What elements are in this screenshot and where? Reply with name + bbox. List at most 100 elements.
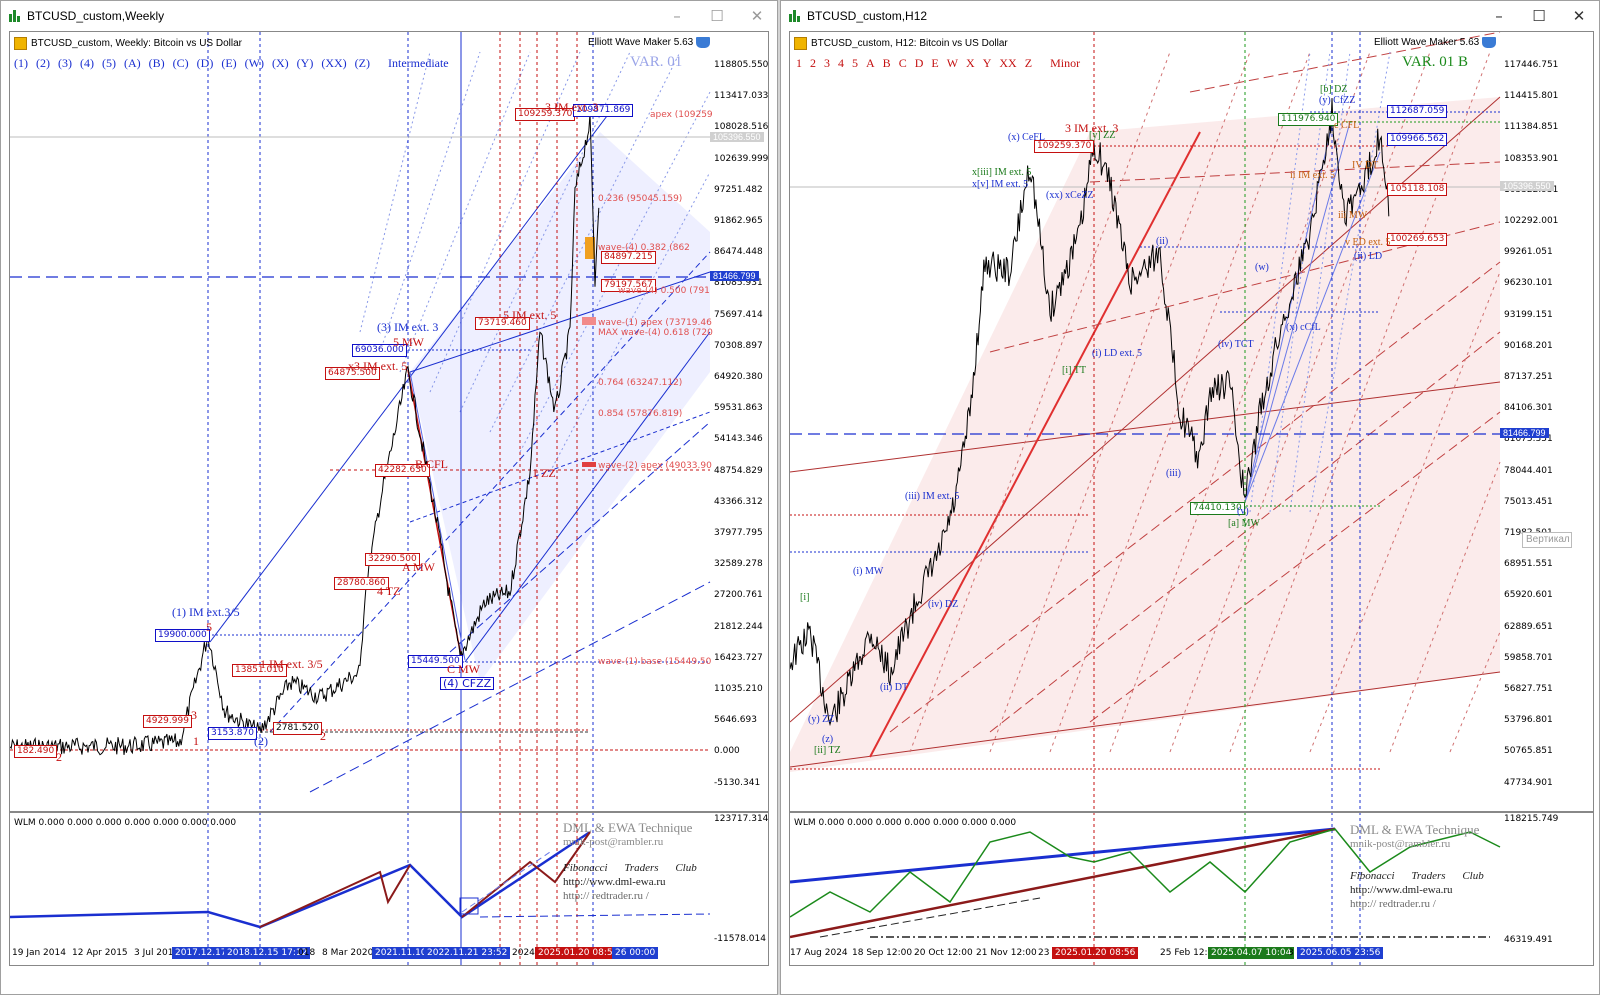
- wave-degree-button[interactable]: (X): [272, 56, 289, 70]
- wave-degree-button[interactable]: (Z): [354, 56, 370, 70]
- maximize-button[interactable]: ☐: [710, 7, 724, 25]
- wave-degree-button[interactable]: X: [966, 56, 975, 70]
- price-tick: 70308.897: [714, 340, 763, 351]
- wave-degree-button[interactable]: XX: [999, 56, 1017, 70]
- wave-label: x[iii] IM ext. 5: [972, 167, 1032, 178]
- price-tick: 78044.401: [1504, 465, 1553, 476]
- wave-degree-button[interactable]: (2): [36, 56, 50, 70]
- fib-level: 0.236 (95045.159): [598, 194, 683, 204]
- wave-degree-button[interactable]: (C): [172, 56, 189, 70]
- price-chart[interactable]: BTCUSD_custom, Weekly: Bitcoin vs US Dol…: [9, 31, 769, 966]
- price-tick: 64920.380: [714, 372, 763, 382]
- wave-degree-button[interactable]: (1): [14, 56, 28, 70]
- wave-degree-button[interactable]: A: [866, 56, 875, 70]
- close-button[interactable]: ✕: [750, 7, 764, 25]
- wave-degree-button[interactable]: 1: [796, 56, 802, 70]
- price-tick: 99261.051: [1504, 247, 1553, 258]
- wave-degree-button[interactable]: 5: [852, 56, 858, 70]
- wave-label: x3 IM ext. 5: [348, 359, 408, 373]
- credit-link[interactable]: http://www.dml-ewa.ru: [563, 876, 666, 888]
- time-marker: 2018.12.15 17:12: [224, 947, 311, 959]
- wave-degree-button[interactable]: (W): [244, 56, 264, 70]
- time-label: 18 Sep 12:00: [852, 948, 913, 958]
- ewm-title[interactable]: Elliott Wave Maker 5.63: [1374, 37, 1497, 48]
- wave-degree-button[interactable]: (4): [80, 56, 94, 70]
- maximize-button[interactable]: ☐: [1532, 7, 1546, 25]
- wave-degree-button[interactable]: (B): [148, 56, 165, 70]
- wave-label: 5 IM ext. 5: [503, 308, 557, 322]
- wave-degree-button[interactable]: (D): [196, 56, 214, 70]
- price-tick: 81085.931: [714, 278, 763, 289]
- wave-label: [ii] TZ: [814, 745, 841, 756]
- time-label: 25 Feb 12:00: [1160, 948, 1220, 958]
- time-label: 23: [1038, 948, 1050, 958]
- wave-label: (z): [822, 734, 834, 745]
- wave-degree-button[interactable]: (E): [221, 56, 237, 70]
- credit-link[interactable]: http:// redtrader.ru /: [563, 890, 649, 902]
- wave-degree-button[interactable]: (A): [124, 56, 141, 70]
- window-title: BTCUSD_custom,Weekly: [27, 9, 165, 23]
- wave-degree-button[interactable]: C: [898, 56, 907, 70]
- wave-degree-button[interactable]: (3): [58, 56, 72, 70]
- wave-degree-button[interactable]: 4: [838, 56, 844, 70]
- wave-degree-button[interactable]: Minor: [1050, 56, 1081, 70]
- wave-degree-button[interactable]: D: [914, 56, 924, 70]
- time-label: 018: [298, 948, 316, 958]
- current-price-box: 105396.550: [710, 132, 764, 142]
- chart-canvas[interactable]: [790, 32, 1594, 966]
- wave-degree-button[interactable]: (5): [102, 56, 116, 70]
- fib-level: wave-(1) base (15449.50: [598, 657, 712, 667]
- title-bar[interactable]: BTCUSD_custom,Weekly – ☐ ✕: [1, 1, 777, 31]
- wave-degree-toolbar[interactable]: 1 2 3 4 5 A B C D E W X Y XX Z Minor: [796, 56, 1088, 71]
- time-marker: 2021.11.10: [372, 947, 430, 959]
- time-axis[interactable]: 17 Aug 2024 18 Sep 12:00 20 Oct 12:00 21…: [790, 945, 1500, 965]
- credit-link[interactable]: http:// redtrader.ru /: [1350, 898, 1436, 910]
- wave-degree-toolbar[interactable]: (1) (2) (3) (4) (5) (A) (B) (C) (D) (E) (W) (X) (Y) (…: [14, 56, 457, 71]
- chart-header: BTCUSD_custom, H12: Bitcoin vs US Dollar: [794, 37, 1008, 50]
- fib-level: 0.764 (63247.112): [598, 378, 683, 388]
- wave-label: 5 MW: [393, 335, 424, 349]
- minimize-button[interactable]: –: [1495, 7, 1503, 25]
- wave-label: A MW: [402, 560, 435, 574]
- price-tick: 65920.601: [1504, 590, 1553, 601]
- wave-label: 1 IM ext. 3/5: [260, 657, 323, 671]
- wave-degree-button[interactable]: Y: [982, 56, 992, 70]
- credit-link[interactable]: http://www.dml-ewa.ru: [1350, 884, 1453, 896]
- price-tick: 113417.033: [714, 91, 769, 102]
- price-axis[interactable]: 118805.550 113417.033 108028.516 102639.999…: [710, 32, 769, 965]
- wave-degree-button[interactable]: Intermediate: [388, 56, 449, 70]
- price-tick: 75697.414: [714, 309, 763, 320]
- chart-canvas[interactable]: [10, 32, 769, 966]
- minimize-button[interactable]: –: [673, 7, 681, 25]
- price-axis[interactable]: 117446.751 114415.801 111384.851 108353.901…: [1500, 32, 1593, 965]
- wave-degree-button[interactable]: 2: [810, 56, 816, 70]
- wave-label: (iv) DZ: [928, 599, 959, 610]
- close-button[interactable]: ✕: [1572, 7, 1586, 25]
- wave-degree-button[interactable]: W: [946, 56, 959, 70]
- price-chart[interactable]: BTCUSD_custom, H12: Bitcoin vs US Dollar…: [789, 31, 1594, 966]
- wave-degree-button[interactable]: 3: [824, 56, 830, 70]
- wave-degree-button[interactable]: B: [882, 56, 891, 70]
- wave-label: B CFL: [415, 457, 449, 471]
- wave-degree-button[interactable]: (Y): [296, 56, 314, 70]
- wave-label: (i) LD ext. 5: [1092, 348, 1142, 359]
- price-tick: 96230.101: [1504, 278, 1553, 289]
- price-tick: 27200.761: [714, 590, 763, 601]
- price-tag: 64875.500: [325, 367, 380, 380]
- price-tick: 87137.251: [1504, 372, 1553, 382]
- h12-chart-window[interactable]: BTCUSD_custom,H12 – ☐ ✕: [780, 0, 1600, 995]
- wave-degree-button[interactable]: Z: [1024, 56, 1033, 70]
- ewm-title[interactable]: Elliott Wave Maker 5.63: [588, 37, 711, 48]
- price-tag: 109259.370: [515, 108, 576, 121]
- title-bar[interactable]: BTCUSD_custom,H12 – ☐ ✕: [781, 1, 1599, 31]
- time-axis[interactable]: 19 Jan 2014 12 Apr 2015 3 Jul 201 2017.1…: [10, 945, 710, 965]
- wave-label: (iii) IM ext. 5: [905, 491, 960, 502]
- price-tag: 109966.562: [1387, 133, 1448, 146]
- weekly-chart-window[interactable]: BTCUSD_custom,Weekly – ☐ ✕: [0, 0, 778, 995]
- price-tick: 50765.851: [1504, 746, 1553, 757]
- wave-degree-button[interactable]: E: [931, 56, 939, 70]
- wave-degree-button[interactable]: (XX): [321, 56, 347, 70]
- indicator-scale-top: 123717.314: [714, 814, 769, 824]
- wave-label: (y) ZZ: [808, 714, 835, 725]
- symbol-logo-icon: [794, 37, 807, 50]
